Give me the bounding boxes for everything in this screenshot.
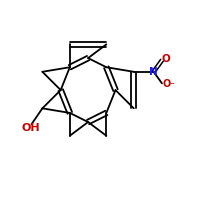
Text: O: O — [162, 79, 170, 89]
Text: OH: OH — [21, 123, 40, 133]
Text: ⁻: ⁻ — [169, 81, 174, 90]
Text: O: O — [162, 54, 171, 64]
Text: N: N — [149, 67, 158, 77]
